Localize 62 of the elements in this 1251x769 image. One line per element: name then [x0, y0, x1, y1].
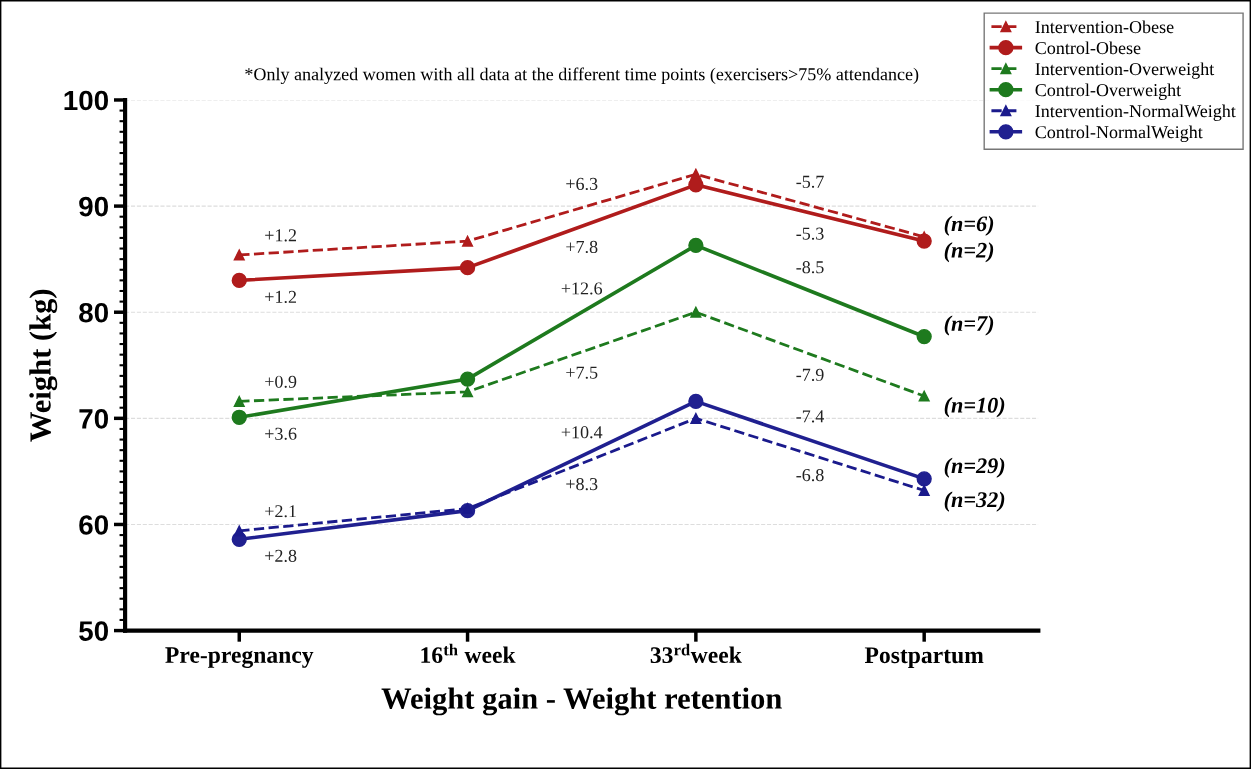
point	[233, 525, 245, 537]
annotation: (n=32)	[944, 491, 1005, 512]
point	[918, 390, 930, 402]
y-tick-label: 60	[79, 515, 108, 535]
annotation: (n=10)	[944, 397, 1005, 418]
x-tick-label: 33$^{rd}$week	[650, 643, 742, 664]
legend-label: Intervention-NormalWeight	[1035, 104, 1236, 121]
annotation: (n=7)	[944, 315, 994, 336]
point	[918, 484, 930, 497]
annotation: +3.6	[265, 427, 297, 440]
point	[231, 409, 247, 425]
point	[916, 471, 932, 487]
x-axis-title: Weight gain - Weight retention	[381, 687, 782, 716]
annotation: -7.9	[796, 368, 824, 381]
legend-label: Control-Overweight	[1035, 83, 1182, 100]
legend-label: Intervention-Overweight	[1035, 62, 1215, 79]
annotation: (n=29)	[944, 457, 1005, 478]
point	[233, 395, 245, 407]
point	[459, 371, 476, 387]
annotation: +10.4	[561, 426, 603, 439]
point	[690, 412, 702, 424]
annotation: +1.2	[265, 290, 297, 304]
x-tick-label: 16$^{th}$ week	[421, 643, 516, 664]
legend-label: Control-NormalWeight	[1035, 125, 1203, 143]
point	[462, 386, 474, 398]
y-tick-label: 80	[79, 302, 108, 323]
y-tick-label: 90	[79, 196, 108, 217]
legend-label: Intervention-Obese	[1035, 20, 1174, 34]
annotation: +12.6	[561, 282, 603, 295]
annotation: +7.5	[566, 366, 598, 379]
y-tick-label: 70	[79, 409, 108, 429]
point	[688, 237, 704, 253]
annotation: +8.3	[566, 477, 598, 491]
legend-label: Control-Obese	[1035, 41, 1141, 55]
text: *Only analyzed women with all data at the different time points (exercisers>75% attendance)	[245, 67, 919, 85]
point	[916, 328, 932, 345]
annotation: -7.4	[796, 410, 825, 423]
point	[459, 260, 476, 276]
annotation: -6.8	[796, 468, 824, 482]
annotation: +2.1	[265, 505, 296, 518]
annotation: -5.7	[796, 175, 824, 188]
point	[690, 168, 702, 180]
annotation: +0.9	[265, 375, 297, 388]
x-tick-label: Pre-pregnancy	[165, 647, 314, 668]
point	[690, 306, 702, 318]
annotation: (n=2)	[944, 242, 994, 263]
y-tick-label: 50	[79, 621, 108, 641]
point	[688, 393, 704, 409]
point	[233, 249, 245, 261]
point	[231, 272, 247, 289]
point	[462, 502, 474, 515]
y-tick-label: 100	[64, 90, 108, 111]
annotation: (n=6)	[944, 215, 994, 236]
x-tick-label: Postpartum	[864, 647, 984, 668]
point	[462, 235, 474, 247]
annotation: -5.3	[796, 227, 824, 240]
annotation: +1.2	[265, 229, 297, 242]
annotation: -8.5	[796, 261, 824, 274]
annotation: +6.3	[566, 177, 598, 191]
annotation: +2.8	[265, 549, 297, 562]
annotation: +7.8	[566, 240, 598, 254]
y-axis-title: Weight (kg)	[29, 289, 58, 442]
